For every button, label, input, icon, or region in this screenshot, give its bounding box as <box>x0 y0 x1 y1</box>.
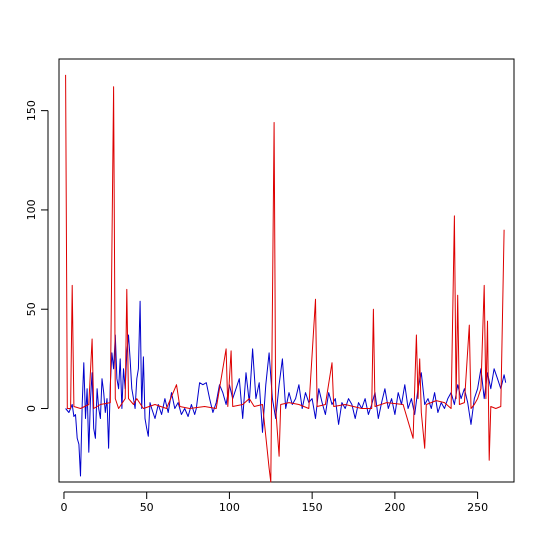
x-tick-label: 0 <box>60 501 67 514</box>
x-tick-label: 50 <box>140 501 154 514</box>
x-tick-label: 200 <box>384 501 405 514</box>
series-line-1 <box>65 300 507 477</box>
x-tick-label: 250 <box>467 501 488 514</box>
series-line-2 <box>65 74 505 483</box>
x-axis: 0 50 100 150 200 250 <box>60 491 488 514</box>
y-tick-label: 150 <box>25 100 38 121</box>
series-layer <box>65 74 507 483</box>
y-tick-label: 50 <box>25 302 38 316</box>
plot-frame <box>58 58 515 483</box>
y-tick-label: 0 <box>25 405 38 412</box>
x-tick-label: 150 <box>302 501 323 514</box>
y-tick-label: 100 <box>25 199 38 220</box>
x-tick-label: 100 <box>219 501 240 514</box>
y-axis: 0 50 100 150 <box>25 100 49 412</box>
